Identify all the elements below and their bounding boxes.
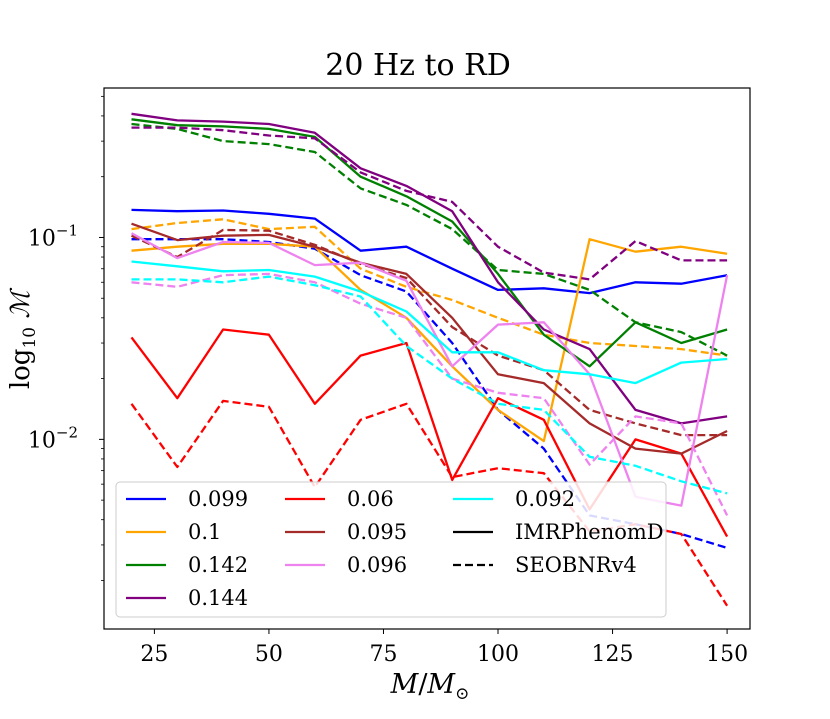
y-tick-label: 10−1	[28, 221, 78, 251]
legend-label: 0.099	[188, 487, 248, 511]
series-lines	[130, 112, 729, 607]
legend-entry: 0.099	[126, 487, 248, 511]
x-tick-label: 75	[369, 642, 397, 667]
legend-entry: 0.144	[126, 586, 248, 610]
series-line-0-1-solid	[131, 238, 728, 443]
legend-entry: 0.092	[453, 487, 575, 511]
legend-label: 0.092	[515, 487, 575, 511]
legend-label: IMRPhenomD	[515, 520, 664, 544]
series-line-0-144-dashed	[131, 126, 728, 281]
series-line-0-06-dashed	[130, 399, 729, 607]
legend-label: 0.142	[188, 553, 248, 577]
series-line-0-095-solid	[131, 222, 728, 455]
legend-label: 0.144	[188, 586, 248, 610]
plot-frame	[103, 87, 751, 630]
legend-entry: 0.096	[285, 553, 407, 577]
series-line-0-142-dashed	[131, 122, 728, 357]
x-tick-label: 150	[706, 642, 748, 667]
series-line-0-096-dashed	[131, 272, 729, 516]
series-line-0-092-dashed	[131, 275, 728, 495]
legend-entry: 0.095	[285, 520, 407, 544]
x-axis-label: M/M⊙	[390, 669, 470, 704]
y-axis-label: log10 ℳ	[6, 288, 40, 390]
legend-label: 0.1	[188, 520, 221, 544]
series-line-0-144-solid	[131, 112, 728, 425]
series-line-0-095-dashed	[131, 228, 728, 437]
series-line-0-096-solid	[130, 232, 729, 507]
series-line-0-092-solid	[131, 260, 728, 385]
legend-entry: 0.1	[126, 520, 221, 544]
series-line-0-06-solid	[130, 328, 729, 538]
legend-entry: SEOBNRv4	[453, 553, 637, 577]
chart-title: 20 Hz to RD	[325, 48, 511, 83]
legend-box	[115, 481, 667, 618]
series-line-0-1-dashed	[131, 218, 728, 357]
x-tick-label: 125	[592, 642, 634, 667]
series-line-0-099-solid	[131, 208, 728, 295]
legend-label: 0.096	[347, 553, 407, 577]
y-tick-label: 10−2	[28, 423, 78, 453]
x-tick-label: 100	[477, 642, 519, 667]
legend-entry: 0.142	[126, 553, 248, 577]
x-tick-label: 25	[140, 642, 168, 667]
legend-label: 0.095	[347, 520, 407, 544]
legend-label: SEOBNRv4	[515, 553, 637, 577]
legend-entry: 0.06	[285, 487, 394, 511]
legend: 0.099 0.1 0.142 0.144 0.06 0.095 0.096 0.092 IMR…	[115, 481, 667, 618]
legend-label: 0.06	[347, 487, 394, 511]
x-tick-label: 50	[255, 642, 283, 667]
legend-entry: IMRPhenomD	[453, 520, 664, 544]
plot-area	[103, 87, 751, 630]
series-line-0-142-solid	[131, 118, 728, 368]
x-axis-ticks: 25 50 75 100 125 150	[140, 629, 748, 667]
